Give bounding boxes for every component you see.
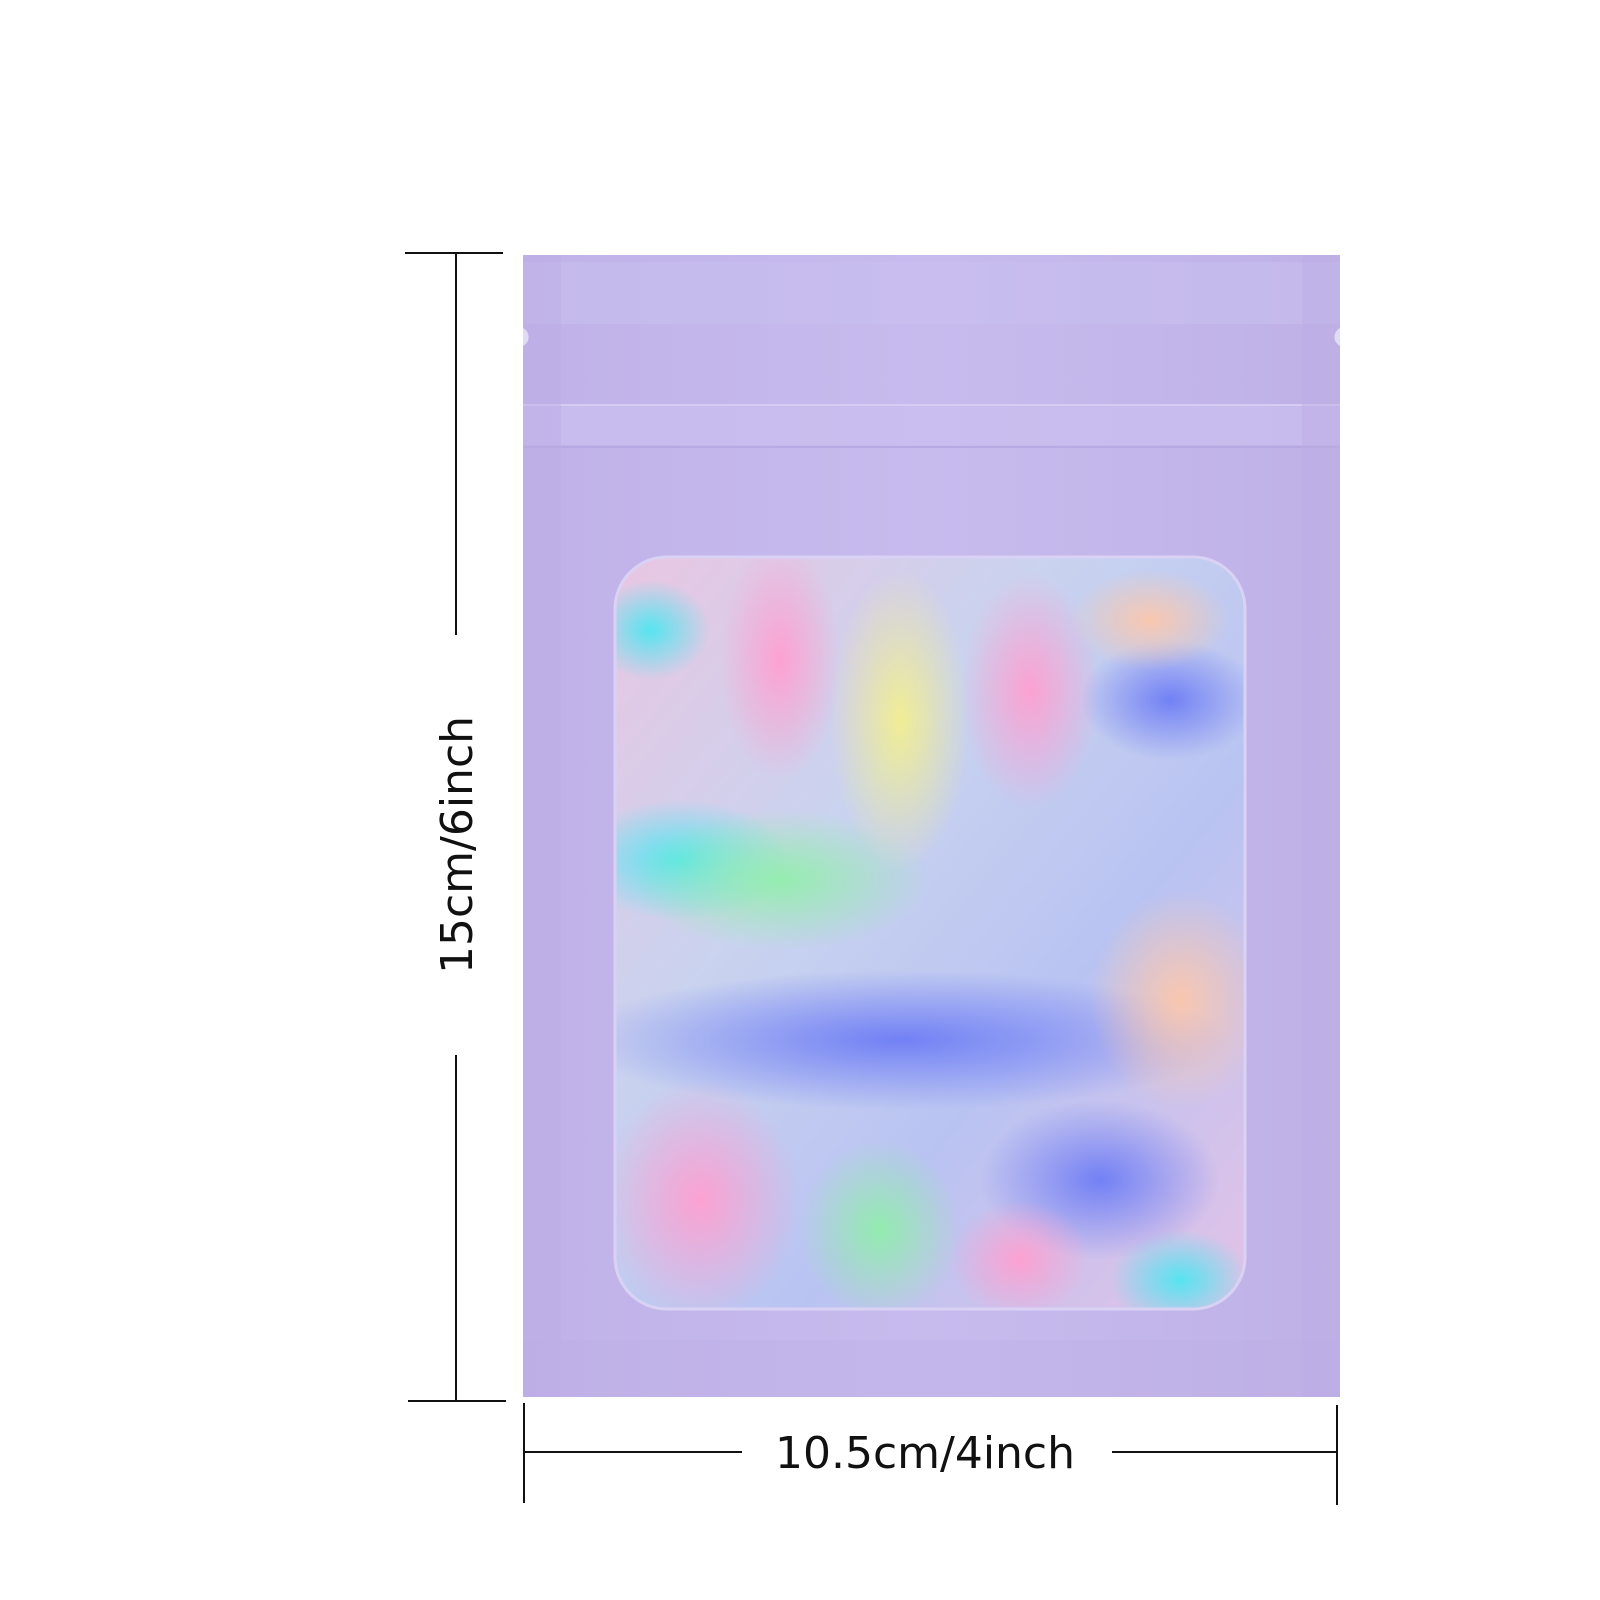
zipper-seal-band xyxy=(523,405,1340,445)
height-dimension: 15cm/6inch xyxy=(405,252,506,1402)
width-label: 10.5cm/4inch xyxy=(775,1428,1075,1479)
side-seam-right xyxy=(1302,255,1340,1397)
height-label: 15cm/6inch xyxy=(432,716,483,974)
width-dimension: 10.5cm/4inch xyxy=(523,1403,1338,1505)
tear-strip-band xyxy=(523,262,1340,324)
holographic-window xyxy=(615,557,1245,1309)
window-border xyxy=(613,555,1247,1311)
bottom-seal-band xyxy=(523,1340,1340,1397)
side-seam-left xyxy=(523,255,561,1397)
